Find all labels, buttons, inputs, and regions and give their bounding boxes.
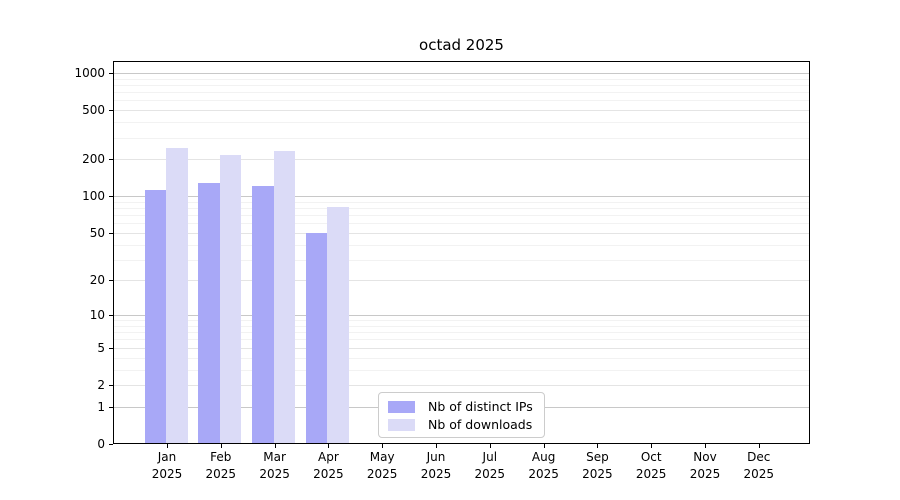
bar-jan-distinct-ips: [144, 189, 166, 444]
chart-title: octad 2025: [419, 36, 504, 54]
legend-swatch-distinct-ips: [388, 400, 415, 413]
y-tick-label-20: 20: [89, 273, 105, 288]
x-tick-mark-dec: [758, 444, 760, 448]
gridline-minor: [114, 78, 809, 80]
y-tick-label-200: 200: [82, 152, 105, 167]
y-tick-mark-0: [109, 444, 113, 445]
x-tick-mark-nov: [705, 444, 706, 448]
y-tick-mark-50: [109, 232, 113, 234]
y-tick-label-0: 0: [97, 437, 105, 451]
y-tick-mark-200: [109, 159, 113, 161]
gridline-minor: [114, 332, 809, 334]
gridline-minor: [114, 100, 809, 102]
y-tick-label-100: 100: [82, 189, 105, 204]
gridline-minor: [114, 208, 809, 209]
x-tick-mark-jan: [167, 444, 168, 448]
x-tick-mark-may: [382, 444, 384, 448]
gridline-200: [114, 159, 809, 161]
x-tick-mark-mar: [274, 444, 276, 448]
gridline-minor: [114, 369, 809, 371]
gridline-minor: [114, 326, 809, 327]
gridline-minor: [114, 244, 809, 246]
gridline-minor: [114, 223, 809, 225]
y-tick-mark-1000: [109, 72, 113, 74]
gridline-minor: [114, 84, 809, 86]
bar-feb-downloads: [219, 155, 242, 444]
gridline-2: [114, 385, 809, 386]
gridline-minor: [114, 320, 809, 322]
y-tick-mark-20: [109, 280, 113, 282]
legend-label-distinct-ips: Nb of distinct IPs: [428, 399, 533, 414]
legend-label-downloads: Nb of downloads: [428, 417, 533, 432]
x-tick-mark-sep: [597, 444, 599, 448]
bar-apr-downloads: [327, 207, 349, 444]
gridline-50: [114, 232, 809, 234]
x-tick-mark-aug: [543, 444, 545, 448]
gridline-minor: [114, 92, 809, 94]
y-tick-mark-1: [109, 406, 113, 408]
gridline-minor: [114, 201, 809, 203]
x-tick-mark-jun: [436, 444, 437, 448]
y-tick-label-5: 5: [97, 340, 105, 355]
bar-mar-downloads: [273, 151, 296, 444]
x-tick-mark-feb: [220, 444, 222, 448]
x-tick-label-jul: Jul 2025: [474, 450, 506, 481]
x-tick-mark-jul: [489, 444, 491, 448]
gridline-minor: [114, 259, 809, 261]
y-tick-label-10: 10: [89, 308, 105, 323]
gridline-minor: [114, 122, 809, 124]
bar-mar-distinct-ips: [252, 186, 274, 444]
y-tick-label-500: 500: [82, 103, 105, 118]
gridline-20: [114, 280, 809, 282]
bar-jan-downloads: [166, 148, 188, 444]
y-tick-mark-10: [109, 315, 113, 317]
gridline-minor: [114, 137, 809, 139]
x-tick-mark-oct: [651, 444, 653, 448]
gridline-minor: [114, 215, 809, 217]
bar-apr-distinct-ips: [305, 232, 328, 444]
legend-item-distinct-ips: Nb of distinct IPs: [388, 398, 536, 415]
legend: Nb of distinct IPs Nb of downloads: [378, 392, 545, 438]
x-tick-label-nov: Nov 2025: [689, 450, 721, 481]
x-tick-label-sep: Sep 2025: [582, 450, 613, 481]
x-tick-label-jan: Jan 2025: [151, 450, 183, 481]
gridline-500: [114, 110, 809, 112]
gridline-5: [114, 347, 809, 349]
x-tick-label-mar: Mar 2025: [259, 450, 290, 481]
y-tick-mark-2: [109, 385, 113, 386]
y-tick-mark-100: [109, 196, 113, 198]
x-tick-label-feb: Feb 2025: [205, 450, 237, 481]
gridline-minor: [114, 357, 809, 359]
legend-swatch-downloads: [388, 418, 415, 431]
gridline-minor: [114, 339, 809, 341]
y-tick-label-1: 1: [97, 399, 105, 414]
plot-area: [113, 61, 810, 444]
y-tick-label-50: 50: [89, 225, 105, 240]
legend-item-downloads: Nb of downloads: [388, 416, 536, 433]
y-tick-mark-500: [109, 110, 113, 112]
x-tick-mark-apr: [328, 444, 330, 448]
y-tick-mark-5: [109, 347, 113, 349]
gridline-1000: [114, 72, 809, 74]
bar-feb-distinct-ips: [198, 182, 220, 444]
x-tick-label-apr: Apr 2025: [313, 450, 344, 481]
y-tick-label-2: 2: [97, 378, 105, 392]
x-tick-label-aug: Aug 2025: [528, 450, 559, 481]
x-tick-label-jun: Jun 2025: [420, 450, 452, 481]
x-tick-label-oct: Oct 2025: [635, 450, 667, 481]
gridline-100: [114, 196, 809, 198]
x-tick-label-dec: Dec 2025: [743, 450, 775, 481]
gridline-10: [114, 315, 809, 317]
y-tick-label-1000: 1000: [74, 65, 105, 80]
x-tick-label-may: May 2025: [366, 450, 398, 481]
